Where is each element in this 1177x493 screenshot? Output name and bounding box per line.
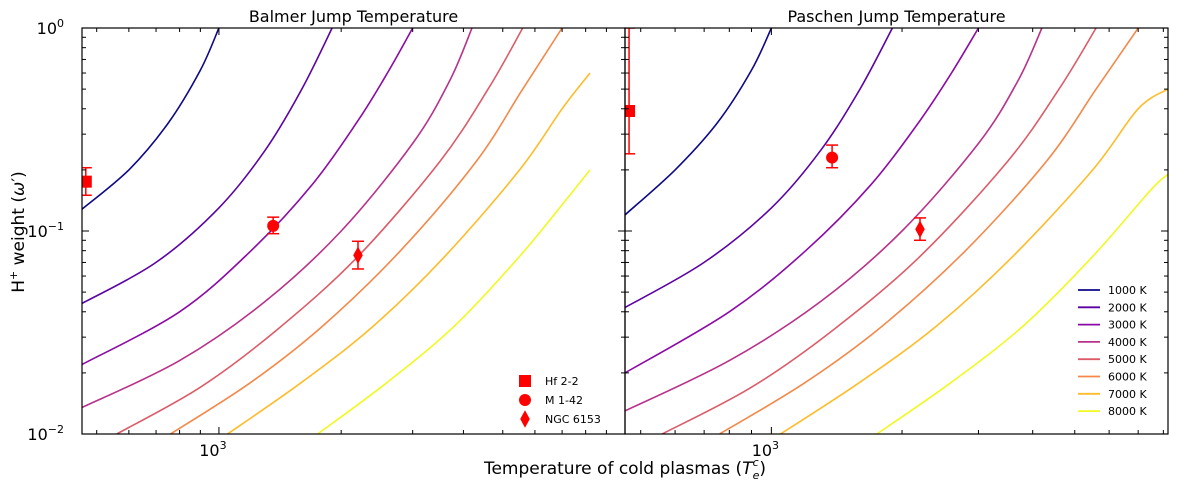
series-line-6000-k — [719, 28, 1139, 434]
series-group — [82, 28, 591, 434]
x-axis-label: Temperature of cold plasmas (Tc e) — [483, 456, 766, 482]
y-axis-label: H+ weight (ω′) — [7, 171, 29, 293]
x-tick-label: 103 — [752, 439, 779, 460]
legend-label: NGC 6153 — [545, 413, 601, 426]
series-group — [625, 28, 1168, 434]
ticks — [82, 27, 626, 435]
series-line-5000-k — [116, 28, 524, 434]
series-line-6000-k — [170, 28, 563, 434]
legend-label: 2000 K — [1108, 301, 1147, 314]
point-ngc-6153 — [915, 220, 925, 238]
legend-label: 7000 K — [1108, 388, 1147, 401]
balmer-panel: Balmer Jump Temperature 103 100 10−1 10−2 Hf … — [27, 7, 626, 460]
data-points — [625, 28, 926, 242]
point-m-1-42 — [826, 151, 839, 164]
point-ngc-6153 — [353, 246, 363, 264]
legend: 1000 K 2000 K 3000 K 4000 K 5000 K 6000 K 7000… — [1078, 284, 1147, 418]
legend-label: 5000 K — [1108, 353, 1147, 366]
point-m-1-42 — [267, 219, 280, 232]
series-line-3000-k — [82, 28, 414, 366]
series-line-7000-k — [780, 88, 1168, 434]
legend-label: 6000 K — [1108, 371, 1147, 384]
legend-label: 4000 K — [1108, 336, 1147, 349]
legend: Hf 2-2 M 1-42 NGC 6153 — [519, 375, 601, 428]
series-line-8000-k — [876, 173, 1168, 434]
chart-title: Paschen Jump Temperature — [787, 7, 1005, 26]
series-line-4000-k — [625, 28, 1043, 412]
legend-marker-ngc-6153 — [520, 410, 530, 428]
legend-label: Hf 2-2 — [545, 375, 579, 388]
y-tick-label: 100 — [37, 17, 64, 38]
series-line-2000-k — [625, 28, 894, 309]
legend-marker-m-1-42 — [519, 394, 531, 406]
series-line-7000-k — [227, 72, 591, 434]
y-tick-label: 10−2 — [27, 423, 64, 444]
chart-title: Balmer Jump Temperature — [249, 7, 458, 26]
series-line-1000-k — [82, 28, 220, 210]
y-tick-label: 10−1 — [27, 220, 64, 241]
legend-label: 8000 K — [1108, 405, 1147, 418]
point-hf-2-2 — [82, 175, 92, 188]
legend-label: M 1-42 — [545, 394, 583, 407]
plot-frame — [81, 27, 626, 435]
legend-marker-hf-2-2 — [519, 375, 531, 387]
series-line-5000-k — [661, 28, 1097, 434]
data-points — [82, 166, 364, 270]
point-hf-2-2 — [625, 105, 636, 118]
ticks — [625, 27, 1168, 435]
legend-label: 1000 K — [1108, 284, 1147, 297]
paschen-panel: Paschen Jump Temperature 103 1000 K 2000 K 3… — [624, 7, 1169, 460]
series-line-2000-k — [82, 28, 333, 305]
x-tick-label: 103 — [199, 439, 226, 460]
series-line-1000-k — [625, 28, 773, 216]
series-line-3000-k — [625, 28, 980, 374]
legend-label: 3000 K — [1108, 319, 1147, 332]
series-line-4000-k — [82, 28, 473, 409]
series-line-8000-k — [317, 169, 591, 434]
